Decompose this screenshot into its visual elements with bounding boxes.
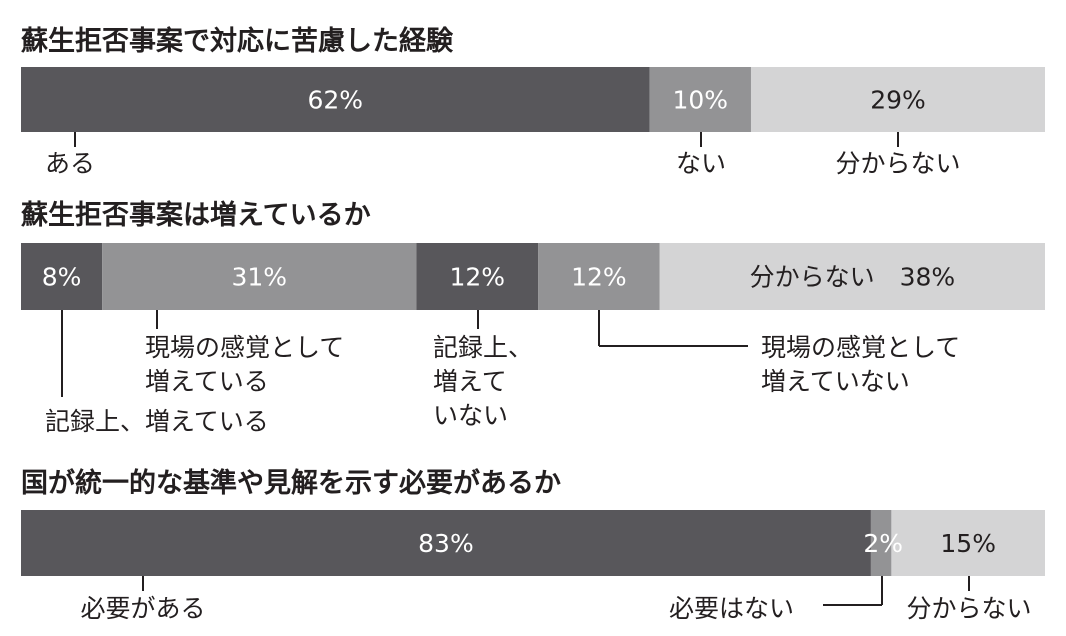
chart-2-value-label-2: 31% (231, 263, 287, 292)
chart-2-value-label-1: 8% (42, 263, 82, 292)
chart-1-bar-segment-1 (21, 67, 650, 132)
chart-3-bar-segment-2 (870, 510, 892, 576)
chart-1-value-label-1: 62% (308, 86, 364, 115)
chart-2-value-label-4: 12% (571, 263, 627, 292)
chart-1-bar-segment-3 (750, 67, 1045, 132)
chart-3-bar-segment-3 (891, 510, 1045, 576)
chart-2-category-label-1: 記録上、増えている (45, 407, 269, 436)
chart-2-value-label-3: 12% (449, 263, 505, 292)
chart-2-value-label-5: 分からない 38% (750, 263, 956, 292)
chart-1-bar-segment-2 (649, 67, 751, 132)
chart-3-value-label-3: 15% (940, 529, 996, 558)
chart-3-category-label-1: 必要がある (80, 594, 205, 623)
chart-3-title: 国が統一的な基準や見解を示す必要があるか (21, 467, 561, 499)
chart-2-category-label-4: 現場の感覚として増えていない (761, 333, 960, 396)
chart-2-bar-segment-1 (21, 243, 103, 310)
chart-1-category-label-3: 分からない (835, 149, 960, 178)
chart-3-bar-segment-1 (21, 510, 871, 576)
chart-3-category-label-2: 必要はない (669, 594, 794, 623)
chart-3-value-label-1: 83% (418, 529, 474, 558)
chart-1-value-label-2: 10% (672, 86, 728, 115)
chart-1-category-label-2: ない (676, 149, 726, 178)
chart-1-title: 蘇生拒否事案で対応に苦慮した経験 (20, 25, 454, 57)
chart-2-category-label-3: 記録上、増えていない (433, 333, 533, 430)
chart-1-category-label-1: ある (45, 149, 95, 178)
chart-2-bar-segment-5 (659, 243, 1045, 310)
chart-3-category-label-3: 分からない (906, 594, 1031, 623)
chart-2-title: 蘇生拒否事案は増えているか (20, 199, 371, 231)
chart-2-bar-segment-2 (102, 243, 417, 310)
chart-3-value-label-2: 2% (863, 529, 903, 558)
chart-2-category-label-2: 現場の感覚として増えている (145, 333, 344, 396)
chart-2-bar-segment-4 (538, 243, 660, 310)
chart-1-value-label-3: 29% (870, 86, 926, 115)
chart-2-bar-segment-3 (416, 243, 539, 310)
